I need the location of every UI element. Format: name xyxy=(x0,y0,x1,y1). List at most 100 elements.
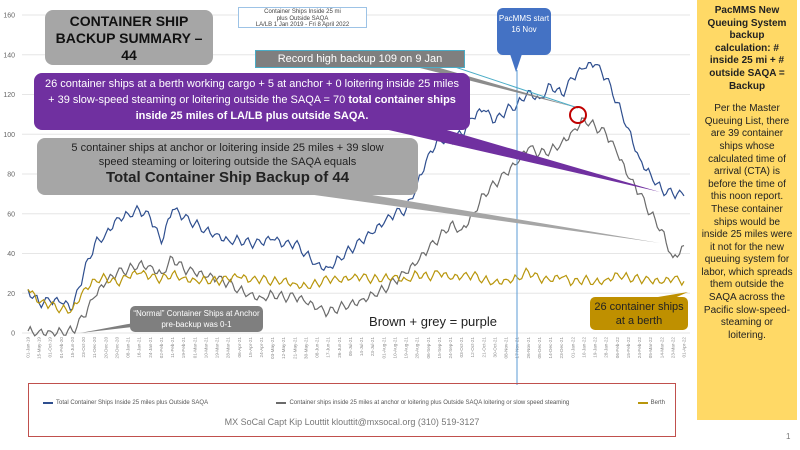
x-tick-label: 01-Aug-21 xyxy=(381,337,386,359)
x-tick-label: 17-Jun-21 xyxy=(326,337,331,358)
series-line-berth xyxy=(27,267,685,314)
x-tick-label: 15-Feb-22 xyxy=(626,337,631,359)
summary-line-3: 44 xyxy=(121,47,137,63)
backup-callout: 5 container ships at anchor or loitering… xyxy=(37,138,418,195)
y-tick-label: 0 xyxy=(11,331,15,338)
x-tick-label: 19-Mar-21 xyxy=(215,337,220,359)
x-tick-label: 15-Sep-21 xyxy=(437,337,442,359)
legend: Total Container Ships Inside 25 miles pl… xyxy=(28,383,676,437)
x-tick-label: 21-May-21 xyxy=(292,337,297,359)
x-tick-label: 05-Dec-21 xyxy=(537,337,542,359)
series-line-total xyxy=(27,62,685,311)
queuing-info-panel: PacMMS New Queuing System backup calcula… xyxy=(697,0,797,420)
summary-box: CONTAINER SHIP BACKUP SUMMARY – 44 xyxy=(45,10,213,65)
x-tick-label: 28-Mar-21 xyxy=(226,337,231,359)
x-tick-label: 23-Dec-21 xyxy=(559,337,564,359)
x-tick-label: 14-Dec-21 xyxy=(548,337,553,359)
x-tick-label: 12-May-21 xyxy=(281,337,286,359)
chart-title-line-2: plus Outside SAQA xyxy=(276,15,329,22)
berth-callout: 26 container ships at a berth xyxy=(590,297,688,330)
total-ships-callout: 26 container ships at a berth working ca… xyxy=(34,73,470,130)
summary-line-2: BACKUP SUMMARY – xyxy=(55,30,203,46)
x-tick-label: 06-Sep-21 xyxy=(426,337,431,359)
x-tick-label: 28-Jan-22 xyxy=(604,337,609,358)
x-tick-label: 20-Dec-20 xyxy=(103,337,108,359)
legend-label: Container ships inside 25 miles at ancho… xyxy=(289,400,570,406)
y-tick-label: 20 xyxy=(7,291,15,298)
summary-line-1: CONTAINER SHIP xyxy=(69,13,189,29)
x-tick-label: 11-Dec-20 xyxy=(92,337,97,359)
x-tick-label: 12-Oct-21 xyxy=(470,337,475,358)
x-tick-label: 01-Feb-20 xyxy=(59,337,64,359)
legend-item-berth: Berth xyxy=(637,400,665,406)
pacmms-pointer xyxy=(510,54,522,72)
x-tick-label: 24-Sep-21 xyxy=(448,337,453,359)
x-tick-label: 11-Feb-21 xyxy=(170,337,175,358)
x-tick-label: 08-Nov-21 xyxy=(504,337,509,359)
x-tick-label: 08-Jan-21 xyxy=(126,337,131,358)
chart-title: Container Ships Inside 25 mi plus Outsid… xyxy=(238,7,367,28)
panel-body: Per the Master Queuing List, there are 3… xyxy=(701,103,793,341)
y-tick-label: 100 xyxy=(3,132,15,139)
x-tick-label: 03-Oct-21 xyxy=(459,337,464,358)
x-tick-label: 06-Feb-22 xyxy=(615,337,620,359)
x-tick-label: 01-Oct-19 xyxy=(48,337,53,358)
contact-footer: MX SoCal Capt Kip Louttit klouttit@mxsoc… xyxy=(224,417,480,427)
x-tick-label: 15-Apr-21 xyxy=(248,337,253,358)
x-tick-label: 14-Mar-22 xyxy=(659,337,664,359)
x-tick-label: 23-Mar-22 xyxy=(670,337,675,359)
x-tick-label: 15-May-19 xyxy=(37,337,42,359)
y-tick-label: 60 xyxy=(7,211,15,218)
x-tick-label: 26-Jun-21 xyxy=(337,337,342,358)
x-tick-label: 23-Oct-20 xyxy=(81,337,86,358)
x-tick-label: 24-Jan-21 xyxy=(148,337,153,358)
x-tick-label: 05-Jul-21 xyxy=(348,337,353,357)
x-tick-label: 16-Jan-21 xyxy=(137,337,142,358)
y-tick-label: 80 xyxy=(7,172,15,179)
x-tick-label: 10-Jan-22 xyxy=(581,337,586,358)
backup-callout-pointer xyxy=(300,193,660,243)
x-tick-label: 01-Jan-22 xyxy=(570,337,575,358)
total-ships-text: 26 container ships at a berth working ca… xyxy=(45,78,459,106)
x-tick-label: 19-Jan-22 xyxy=(593,337,598,358)
x-tick-label: 30-May-21 xyxy=(303,337,308,359)
y-tick-label: 40 xyxy=(7,251,15,258)
x-tick-label: 23-Jul-21 xyxy=(370,337,375,357)
x-tick-label: 15-Jun-20 xyxy=(70,337,75,358)
legend-item-anchor: Container ships inside 25 miles at ancho… xyxy=(276,400,569,406)
x-tick-label: 21-Oct-21 xyxy=(481,337,486,358)
chart-title-line-3: LA/LB 1 Jan 2019 - Fri 8 April 2022 xyxy=(255,22,350,28)
total-callout-pointer xyxy=(380,128,660,192)
legend-item-total: Total Container Ships Inside 25 miles pl… xyxy=(43,400,208,406)
normal-anchor-callout: “Normal” Container Ships at Anchor pre-b… xyxy=(130,306,263,332)
legend-label: Total Container Ships Inside 25 miles pl… xyxy=(56,400,209,406)
total-ships-bold: total container ships inside 25 miles of… xyxy=(135,94,456,122)
x-tick-label: 19-Feb-21 xyxy=(181,337,186,359)
y-tick-label: 160 xyxy=(3,13,15,20)
pacmms-callout: PacMMS start 16 Nov xyxy=(497,8,551,55)
x-tick-label: 02-Feb-21 xyxy=(159,337,164,359)
record-high-circle xyxy=(569,106,587,124)
x-tick-label: 19-Aug-21 xyxy=(404,337,409,359)
y-tick-label: 120 xyxy=(3,92,15,99)
x-tick-label: 30-Oct-21 xyxy=(492,337,497,358)
x-tick-label: 01-Apr-22 xyxy=(682,337,687,358)
record-callout-pointer-edge xyxy=(439,61,579,109)
x-tick-label: 03-May-21 xyxy=(270,337,275,359)
record-high-callout: Record high backup 109 on 9 Jan xyxy=(255,50,465,68)
x-tick-label: 29-Dec-20 xyxy=(114,337,119,359)
backup-bold: Total Container Ship Backup of 44 xyxy=(105,169,350,186)
x-tick-label: 05-Mar-22 xyxy=(648,337,653,359)
x-tick-label: 24-Feb-22 xyxy=(637,337,642,359)
page-number: 1 xyxy=(786,432,791,441)
x-tick-label: 28-Aug-21 xyxy=(415,337,420,359)
x-tick-label: 08-Jun-21 xyxy=(315,337,320,358)
x-tick-label: 06-Apr-21 xyxy=(237,337,242,358)
x-tick-label: 10-Aug-21 xyxy=(392,337,397,359)
series-line-anchor xyxy=(27,117,685,338)
x-tick-label: 14-Jul-21 xyxy=(359,337,364,357)
x-tick-label: 10-Mar-21 xyxy=(203,337,208,359)
chart-title-line-1: Container Ships Inside 25 mi xyxy=(264,9,341,15)
x-tick-label: 24-Apr-21 xyxy=(259,337,264,358)
x-tick-label: 01-Mar-21 xyxy=(192,337,197,359)
